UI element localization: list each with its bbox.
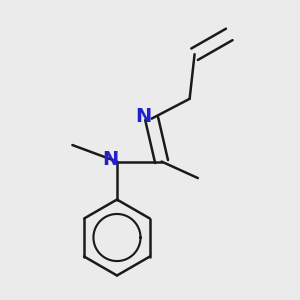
Text: N: N <box>102 150 119 170</box>
Text: N: N <box>135 107 152 127</box>
